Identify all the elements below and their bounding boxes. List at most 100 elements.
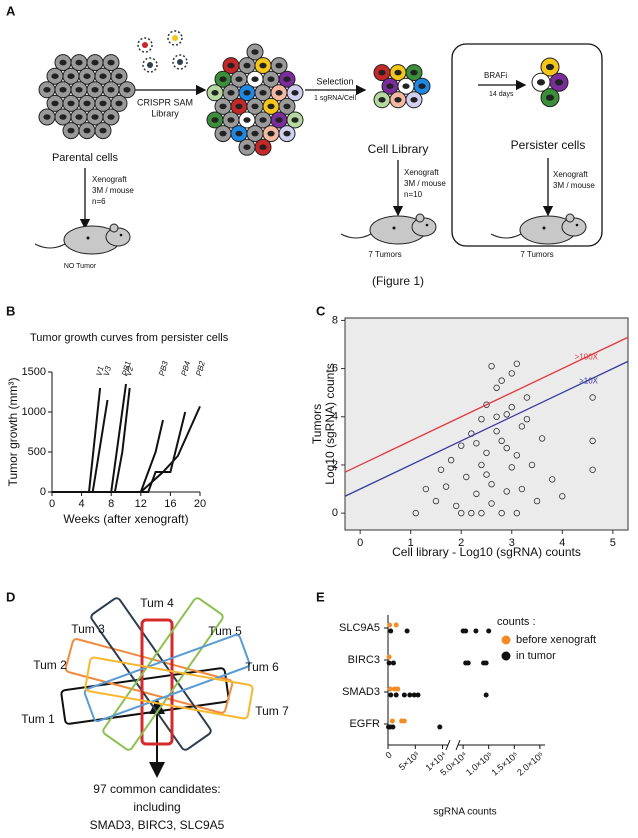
mouse-eye <box>425 223 429 227</box>
nucleus <box>75 59 83 66</box>
label: 7 Tumors <box>520 250 553 259</box>
point <box>508 370 515 377</box>
panel-label: C <box>316 303 326 318</box>
point <box>589 466 596 473</box>
nucleus <box>251 76 259 82</box>
nucleus <box>267 103 275 110</box>
point <box>468 509 475 517</box>
x-tick-label: 5 <box>610 537 616 549</box>
dot <box>415 692 421 698</box>
mouse <box>490 213 587 245</box>
nucleus <box>43 114 51 120</box>
point <box>483 471 490 478</box>
dot <box>387 622 393 628</box>
nucleus <box>99 127 107 134</box>
point <box>533 497 541 505</box>
nucleus <box>235 76 243 82</box>
point <box>493 384 500 392</box>
nucleus <box>545 94 555 101</box>
point <box>478 509 485 517</box>
mouse-ear <box>109 223 119 233</box>
x-tick-label: 2 <box>458 537 464 549</box>
mouse-eye <box>575 223 579 227</box>
panel-a-arrows <box>79 43 603 247</box>
nucleus <box>545 63 555 71</box>
nucleus <box>51 73 59 79</box>
panel-label: B <box>6 303 15 318</box>
dot <box>388 692 394 698</box>
dot <box>411 692 417 698</box>
label: 1 sgRNA/Cell <box>314 95 356 102</box>
nucleus <box>243 144 251 150</box>
label: Selection <box>316 76 353 86</box>
point <box>503 411 510 418</box>
nucleus <box>107 87 115 93</box>
nucleus <box>211 90 219 96</box>
x-tick-label: 4 <box>79 498 85 510</box>
series-label: PB2 <box>194 360 207 377</box>
y-tick-label: 500 <box>28 446 46 458</box>
x-tick-label: 1 <box>408 537 414 549</box>
growth-curve <box>52 383 127 493</box>
point <box>498 377 505 384</box>
point <box>538 435 546 442</box>
dot <box>390 724 396 730</box>
y-tick-label: 0 <box>40 486 46 498</box>
nucleus <box>251 49 259 55</box>
growth-curve <box>52 399 109 493</box>
point <box>458 442 465 449</box>
virus-core <box>142 42 148 48</box>
mouse-head <box>411 217 437 237</box>
point <box>508 403 515 411</box>
nucleus <box>291 90 299 96</box>
label: SMAD3, BIRC3, SLC9A5 <box>90 818 225 832</box>
x-tick-label: 3 <box>509 537 515 549</box>
nucleus <box>259 144 267 150</box>
label: 14 days <box>489 91 514 98</box>
nucleus <box>291 117 299 123</box>
dot <box>486 628 492 634</box>
nucleus <box>75 114 83 120</box>
label: 3M / mouse <box>404 179 446 188</box>
label: n=6 <box>92 197 106 206</box>
y-tick-label: EGFR <box>349 718 380 730</box>
set-label: Tum 2 <box>33 658 67 672</box>
point <box>483 401 490 408</box>
x-tick-label: 0 <box>384 750 394 761</box>
y-axis-label: Tumor growth (mm³) <box>6 378 20 487</box>
point <box>508 464 515 471</box>
tumor-dot <box>542 226 546 230</box>
label: BRAFi <box>484 71 507 80</box>
nucleus <box>107 59 115 66</box>
nucleus <box>386 83 394 89</box>
nucleus <box>123 87 131 93</box>
dot <box>483 660 489 666</box>
series-label: PB1 <box>120 360 133 377</box>
point <box>432 497 440 505</box>
nucleus <box>219 76 227 82</box>
nucleus <box>227 90 235 96</box>
nucleus <box>275 62 283 69</box>
nucleus <box>219 103 227 110</box>
dot <box>437 724 443 730</box>
tumor-dot <box>86 236 90 240</box>
nucleus <box>275 117 283 123</box>
nucleus <box>259 117 267 123</box>
nucleus <box>259 62 267 69</box>
nucleus <box>259 90 267 96</box>
point <box>523 394 531 401</box>
point <box>488 500 495 507</box>
point <box>473 440 480 447</box>
dot <box>393 692 399 698</box>
set-outline <box>140 618 174 746</box>
growth-curve <box>52 419 164 493</box>
y-tick-label: 4 <box>332 411 338 423</box>
nucleus <box>227 62 235 69</box>
mouse-head <box>105 227 131 247</box>
nucleus <box>115 100 123 107</box>
dot <box>395 686 401 692</box>
set-outline <box>84 656 254 720</box>
growth-curve <box>52 387 102 493</box>
nucleus <box>107 114 115 120</box>
point <box>503 444 510 452</box>
